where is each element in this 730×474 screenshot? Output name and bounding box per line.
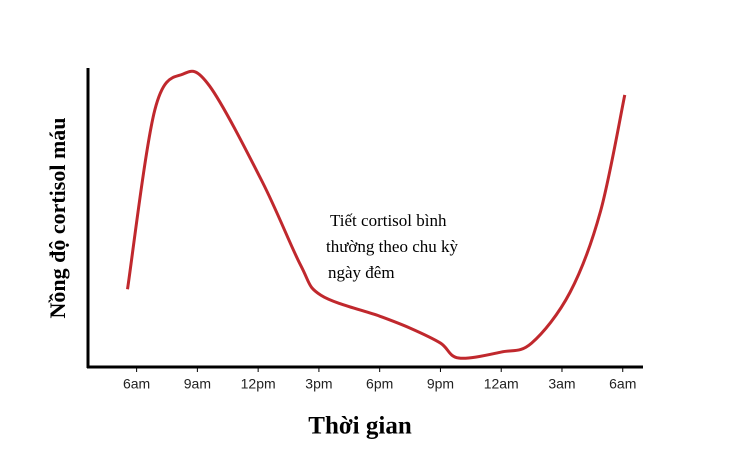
x-tick-label: 9pm: [427, 376, 454, 392]
x-tick-label: 6am: [609, 376, 636, 392]
x-tick-label: 9am: [184, 376, 211, 392]
x-tick-label: 3pm: [305, 376, 332, 392]
x-tick-label: 3am: [548, 376, 575, 392]
x-tick-label: 6pm: [366, 376, 393, 392]
annotation: Tiết cortisol bình: [330, 211, 447, 230]
x-tick-label: 12pm: [241, 376, 276, 392]
annotation: thường theo chu kỳ: [326, 237, 458, 256]
x-tick-label: 6am: [123, 376, 150, 392]
x-axis-label: Thời gian: [308, 413, 412, 440]
x-tick-label: 12am: [484, 376, 519, 392]
annotation: ngày đêm: [328, 263, 395, 282]
y-axis-label: Nồng độ cortisol máu: [45, 117, 70, 318]
line-series: [126, 69, 627, 360]
